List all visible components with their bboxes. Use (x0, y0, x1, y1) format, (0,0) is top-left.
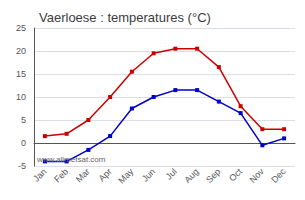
svg-text:Vaerloese : temperatures (°C): Vaerloese : temperatures (°C) (39, 10, 211, 25)
svg-text:-5: -5 (18, 161, 26, 171)
svg-text:Sep: Sep (204, 166, 222, 184)
svg-text:www.allmetsat.com: www.allmetsat.com (36, 155, 106, 164)
svg-text:20: 20 (16, 46, 26, 56)
svg-text:Feb: Feb (52, 166, 70, 184)
svg-text:Dec: Dec (269, 166, 288, 185)
svg-text:10: 10 (16, 92, 26, 102)
svg-text:Mar: Mar (74, 166, 92, 184)
svg-text:Jun: Jun (140, 166, 157, 183)
svg-text:May: May (116, 166, 135, 185)
svg-text:Jan: Jan (31, 166, 48, 183)
svg-text:Oct: Oct (227, 166, 244, 183)
svg-text:25: 25 (16, 23, 26, 33)
svg-text:Jul: Jul (164, 166, 179, 181)
svg-text:15: 15 (16, 69, 26, 79)
svg-text:Apr: Apr (97, 166, 114, 183)
svg-text:Aug: Aug (182, 166, 200, 184)
svg-text:Nov: Nov (248, 166, 267, 185)
svg-text:5: 5 (21, 115, 26, 125)
svg-text:0: 0 (21, 138, 26, 148)
